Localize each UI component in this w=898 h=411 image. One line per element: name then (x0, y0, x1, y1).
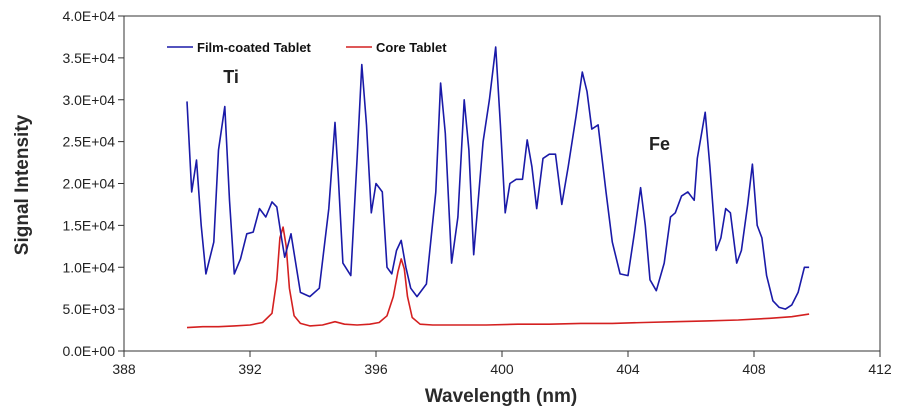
y-tick-label: 4.0E+04 (62, 8, 115, 24)
x-tick-label: 396 (364, 361, 388, 377)
x-tick-label: 412 (868, 361, 892, 377)
series-line-film-coated-tablet (186, 46, 810, 310)
y-tick-label: 1.0E+04 (62, 259, 115, 275)
y-tick-label: 3.0E+04 (62, 92, 115, 108)
series-layer (186, 46, 810, 329)
x-tick-label: 404 (616, 361, 640, 377)
y-axis-title: Signal Intensity (12, 114, 33, 255)
legend: Film-coated Tablet Core Tablet (167, 40, 447, 55)
series-line-core-tablet (186, 226, 810, 329)
y-tick-label: 3.5E+04 (62, 50, 115, 66)
y-tick-label: 5.0E+03 (62, 301, 115, 317)
legend-label-core-tablet: Core Tablet (376, 40, 447, 55)
x-tick-label: 400 (490, 361, 514, 377)
y-tick-label: 1.5E+04 (62, 217, 115, 233)
x-axis-ticks: 388 392 396 400 404 408 412 (112, 351, 892, 377)
annotations: Ti Fe (223, 67, 670, 154)
x-tick-label: 392 (238, 361, 262, 377)
legend-label-film-coated-tablet: Film-coated Tablet (197, 40, 312, 55)
y-tick-label: 2.0E+04 (62, 176, 115, 192)
x-axis-title: Wavelength (nm) (425, 386, 577, 407)
y-tick-label: 0.0E+00 (62, 343, 115, 359)
annotation-ti: Ti (223, 67, 239, 87)
y-tick-label: 2.5E+04 (62, 134, 115, 150)
annotation-fe: Fe (649, 134, 670, 154)
x-tick-label: 408 (742, 361, 766, 377)
y-axis-ticks: 0.0E+00 5.0E+03 1.0E+04 1.5E+04 2.0E+04 2.5E+… (62, 8, 124, 359)
x-tick-label: 388 (112, 361, 136, 377)
